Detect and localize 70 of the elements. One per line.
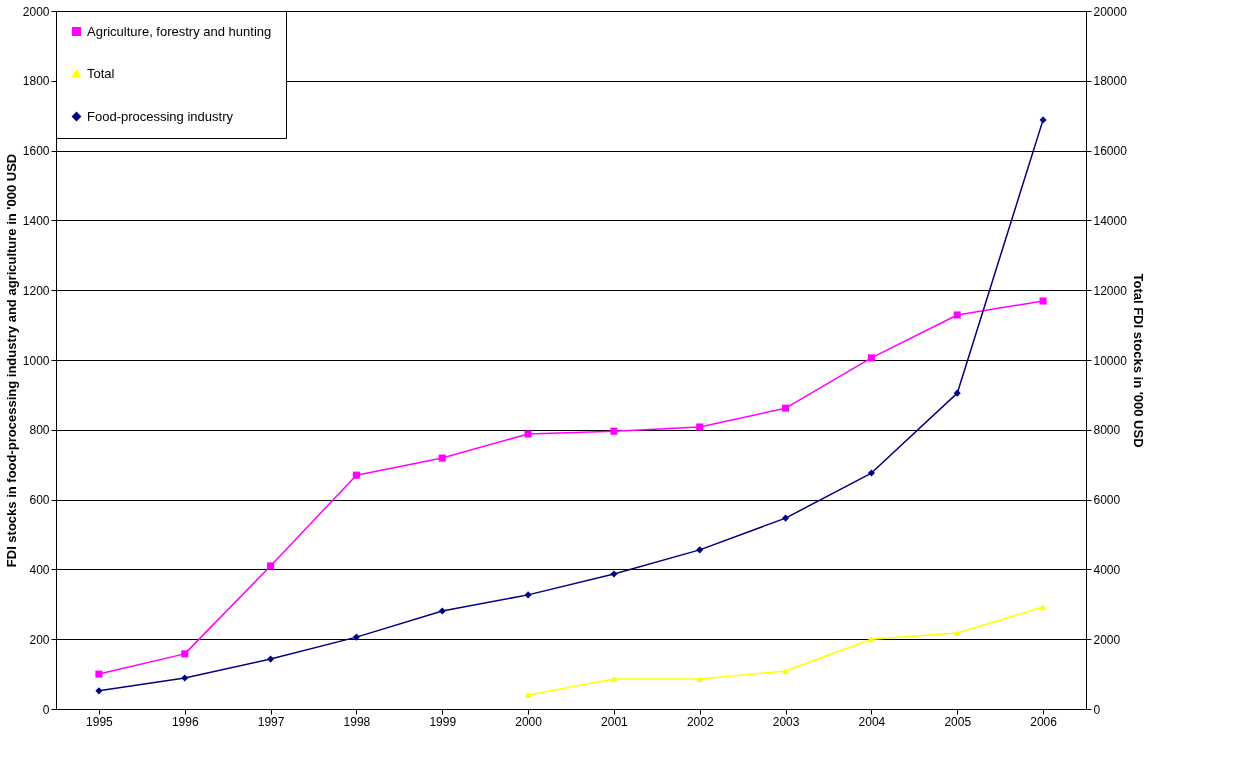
point [610, 570, 618, 578]
x-tick-label: 2000 [515, 714, 543, 729]
point [524, 430, 532, 438]
y-tick-label: 1000 [22, 353, 50, 368]
point [1039, 297, 1047, 305]
point [352, 471, 360, 479]
point [696, 423, 704, 431]
point [438, 454, 446, 462]
y-tick-label: 1400 [22, 213, 50, 228]
point [867, 354, 875, 362]
y2-tick-label: 0 [1093, 702, 1101, 717]
point [1039, 116, 1047, 124]
y-tick-label: 200 [29, 632, 50, 647]
y-axis-title: FDI stocks in food-processing industry and agriculture in '000 USD [3, 153, 19, 568]
x-tick-label: 1995 [86, 714, 114, 729]
x-tick-label: 2001 [601, 714, 629, 729]
point [95, 687, 103, 695]
point [1039, 604, 1047, 611]
y-tick-label: 1800 [22, 74, 50, 89]
y-tick-label: 2000 [22, 4, 50, 19]
y2-tick-label: 12000 [1093, 283, 1128, 298]
point [953, 311, 961, 319]
point [181, 650, 189, 658]
point [696, 546, 704, 554]
point [524, 691, 532, 699]
x-tick-label: 2003 [772, 714, 800, 729]
y-tick-label: 800 [29, 423, 50, 438]
y2-tick-label: 4000 [1093, 562, 1121, 577]
y-tick-label: 400 [29, 562, 50, 577]
y-tick-label: 1600 [22, 144, 50, 159]
y2-tick-label: 2000 [1093, 632, 1121, 647]
point [524, 591, 532, 599]
x-tick-label: 2004 [858, 714, 886, 729]
x-tick-label: 1999 [429, 714, 457, 729]
point [953, 389, 961, 397]
point [438, 607, 446, 615]
point [782, 514, 790, 522]
point [867, 636, 875, 643]
point [267, 562, 275, 570]
x-tick-label: 1996 [171, 714, 199, 729]
legend-label: Total [87, 65, 115, 81]
point [95, 670, 103, 678]
y2-tick-label: 18000 [1093, 74, 1128, 89]
y2-tick-label: 6000 [1093, 493, 1121, 508]
x-tick-label: 1997 [257, 714, 285, 729]
point [267, 655, 275, 663]
point [782, 404, 790, 412]
y2-tick-label: 14000 [1093, 213, 1128, 228]
x-tick-label: 1998 [343, 714, 371, 729]
y-tick-label: 0 [42, 702, 50, 717]
y2-tick-label: 16000 [1093, 144, 1128, 159]
legend-label: Food-processing industry [87, 108, 234, 124]
y2-tick-label: 8000 [1093, 423, 1121, 438]
point [352, 633, 360, 641]
y2-axis-title: Total FDI stocks in '000 USD [1130, 273, 1146, 448]
point [782, 667, 790, 675]
point [610, 427, 618, 435]
x-tick-label: 2002 [686, 714, 714, 729]
x-tick-label: 2006 [1030, 714, 1058, 729]
point [696, 675, 704, 683]
legend-label: Agriculture, forestry and hunting [87, 23, 272, 39]
point [867, 469, 875, 477]
point [181, 674, 189, 682]
point [953, 629, 961, 636]
y2-tick-label: 20000 [1093, 4, 1128, 19]
x-tick-label: 2005 [944, 714, 972, 729]
y2-tick-label: 10000 [1093, 353, 1128, 368]
y-tick-label: 1200 [22, 283, 50, 298]
y-tick-label: 600 [29, 493, 50, 508]
point [610, 675, 618, 683]
